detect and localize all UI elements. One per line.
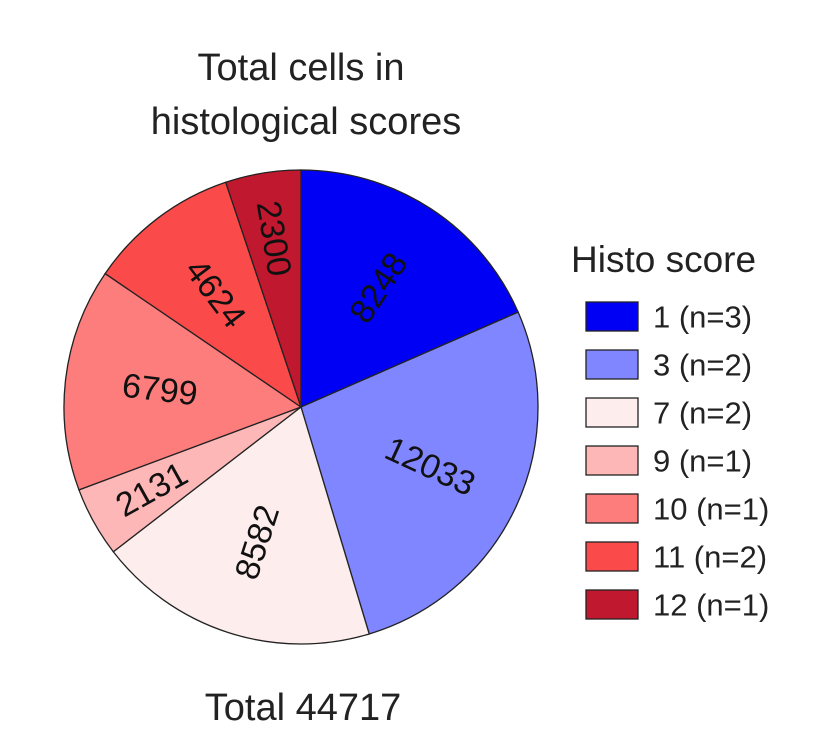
legend-label-2: 3 (n=2)	[653, 348, 752, 383]
legend-label-6: 11 (n=2)	[653, 540, 767, 575]
legend-swatch-2	[585, 349, 639, 380]
legend-swatch-6	[585, 541, 639, 572]
pie-slice-5	[63, 272, 303, 491]
chart-footer-total: Total 44717	[205, 687, 402, 729]
chart-title-line-1: Total cells in	[198, 47, 405, 89]
legend-swatch-3	[585, 397, 639, 428]
pie-slice-1	[300, 169, 520, 408]
legend-title: Histo score	[571, 239, 756, 280]
legend-label-7: 12 (n=1)	[653, 588, 769, 623]
legend-label-3: 7 (n=2)	[653, 396, 752, 431]
pie-slices	[63, 169, 539, 645]
legend-swatch-4	[585, 445, 639, 476]
legend-label-4: 9 (n=1)	[653, 444, 752, 479]
pie-slice-3	[112, 405, 371, 645]
legend-swatch-7	[585, 589, 639, 620]
slice-value-label-5: 6799	[120, 367, 200, 414]
legend-label-1: 1 (n=3)	[653, 300, 752, 335]
chart-title-line-2: histological scores	[151, 101, 461, 143]
pie-slice-2	[300, 311, 539, 635]
legend-swatch-1	[585, 301, 639, 332]
legend: 1 (n=3) 3 (n=2) 7 (n=2) 9 (n=1) 10 (n=1) 11 (…	[585, 300, 769, 623]
pie-slice-6	[104, 181, 303, 409]
legend-swatch-5	[585, 493, 639, 524]
pie-slice-7	[224, 169, 302, 408]
legend-label-5: 10 (n=1)	[653, 492, 769, 527]
